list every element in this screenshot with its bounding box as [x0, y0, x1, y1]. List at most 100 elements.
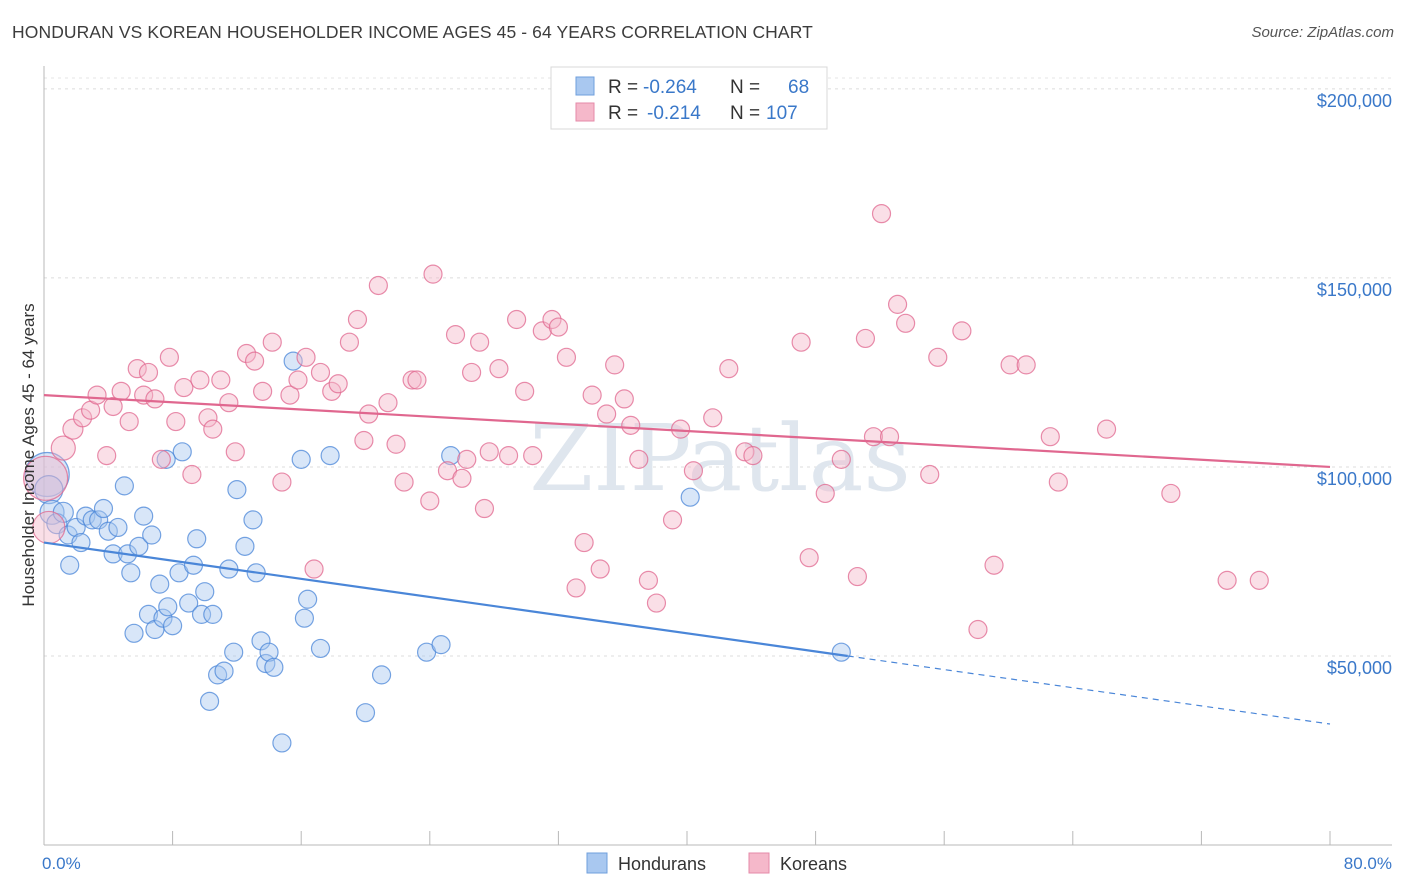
korean-point: [127, 359, 147, 379]
korean-point: [111, 381, 131, 401]
honduran-point: [82, 510, 102, 530]
korean-point: [542, 309, 562, 330]
korean-point: [703, 408, 723, 428]
korean-point: [847, 566, 867, 587]
korean-point: [474, 498, 495, 519]
korean-point: [470, 332, 490, 352]
legend-r-label-1: R =: [608, 77, 638, 98]
korean-point: [354, 430, 374, 451]
korean-point: [863, 427, 884, 447]
korean-point: [310, 362, 331, 383]
korean-point: [225, 442, 245, 462]
honduran-point: [121, 563, 141, 583]
legend-n-label-2: N =: [730, 103, 760, 124]
korean-point: [190, 370, 210, 390]
honduran-point: [227, 480, 247, 500]
honduran-point: [195, 582, 215, 602]
honduran-point: [156, 449, 176, 469]
honduran-point: [199, 691, 220, 711]
korean-point: [871, 204, 892, 224]
trend-lines: [43, 394, 1331, 725]
honduran-point: [191, 604, 212, 624]
korean-point: [605, 355, 625, 375]
korean-point: [244, 351, 265, 371]
honduran-point: [294, 608, 315, 628]
y-tick-label: $50,000: [1327, 658, 1392, 678]
source-label: Source: ZipAtlas.com: [1251, 24, 1394, 41]
korean-point: [97, 446, 117, 466]
korean-point: [887, 294, 908, 314]
korean-point: [646, 593, 667, 613]
korean-point: [262, 332, 282, 352]
korean-point: [670, 419, 691, 439]
korean-point: [952, 321, 972, 341]
korean-point: [920, 464, 940, 485]
korean-point: [1096, 419, 1117, 439]
honduran-point: [272, 733, 292, 753]
bottom-legend-label-hondurans[interactable]: Hondurans: [618, 854, 706, 874]
honduran-point: [24, 451, 70, 498]
legend-n-label-1: N =: [730, 77, 760, 98]
korean-point: [928, 347, 948, 367]
bottom-legend-label-koreans[interactable]: Koreans: [780, 854, 847, 874]
chart-title: HONDURAN VS KOREAN HOUSEHOLDER INCOME AG…: [12, 22, 813, 42]
korean-point: [719, 359, 739, 379]
korean-point: [304, 559, 324, 579]
korean-point: [23, 455, 69, 501]
bottom-legend-swatch-koreans[interactable]: [748, 852, 770, 874]
honduran-point: [320, 446, 340, 466]
y-axis-label: Householder Income Ages 45 - 64 years: [19, 303, 38, 606]
honduran-point: [259, 642, 279, 662]
korean-point: [614, 389, 634, 409]
legend-swatch-hondurans: [575, 76, 595, 96]
korean-point: [407, 370, 427, 390]
honduran-point: [264, 657, 284, 677]
korean-point: [968, 619, 988, 640]
korean-point: [103, 396, 123, 417]
korean-point: [219, 393, 239, 413]
honduran-point: [179, 593, 199, 613]
korean-point: [445, 325, 466, 345]
korean-point: [452, 468, 472, 488]
honduran-point: [371, 665, 392, 685]
korean-point: [683, 461, 704, 481]
data-points: [23, 204, 1269, 753]
korean-point: [629, 449, 649, 469]
korean-point: [479, 442, 499, 462]
korean-point: [489, 359, 509, 379]
honduran-point: [283, 351, 303, 371]
axes: [43, 66, 1392, 846]
honduran-point: [298, 589, 318, 609]
korean-point: [1161, 483, 1181, 504]
x-tick-label-min: 0.0%: [42, 854, 81, 873]
korean-point: [597, 404, 617, 424]
korean-point: [145, 389, 165, 409]
y-tick-label: $100,000: [1317, 469, 1392, 489]
korean-point: [743, 446, 763, 466]
korean-point: [638, 570, 659, 590]
korean-point: [799, 548, 819, 568]
bottom-legend-swatch-hondurans[interactable]: [586, 852, 608, 874]
bottom-legend: Hondurans Koreans: [586, 852, 847, 874]
honduran-point: [243, 510, 263, 530]
honduran-trend-extension: [847, 655, 1331, 725]
korean-point: [423, 264, 443, 284]
honduran-point: [310, 638, 331, 659]
honduran-point: [441, 446, 461, 466]
korean-point: [138, 362, 159, 383]
korean-trend-line: [43, 394, 1331, 469]
legend-box: R = -0.264 N = 68 R = -0.214 N = 107: [550, 66, 828, 130]
korean-point: [72, 408, 93, 428]
gridlines: [44, 77, 1392, 657]
korean-point: [50, 435, 76, 461]
legend-r-label-2: R =: [608, 103, 638, 124]
legend-r-value-2: -0.214: [647, 103, 701, 124]
honduran-point: [214, 661, 234, 681]
honduran-point: [158, 597, 178, 617]
korean-point: [159, 347, 179, 367]
korean-point: [1249, 570, 1269, 590]
korean-point: [582, 385, 602, 405]
honduran-point: [251, 631, 271, 651]
honduran-point: [98, 521, 118, 541]
legend-n-value-1: 68: [788, 77, 809, 98]
